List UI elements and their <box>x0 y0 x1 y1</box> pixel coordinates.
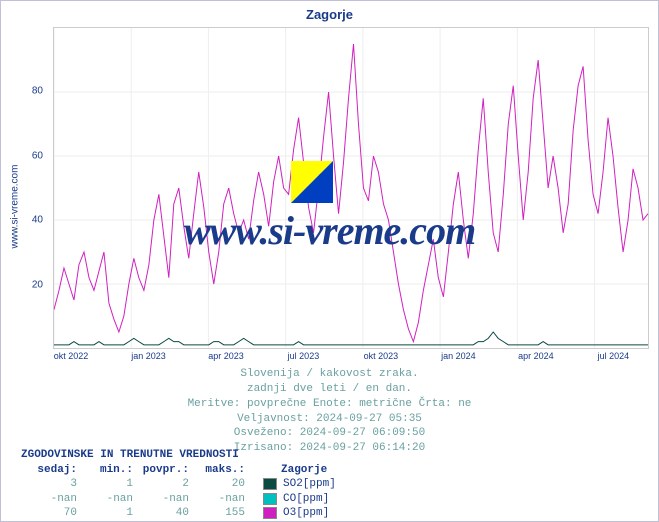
y-tick-label: 60 <box>32 150 43 161</box>
x-tick-label: jan 2023 <box>131 351 166 361</box>
x-axis-labels: okt 2022 jan 2023 apr 2023 jul 2023 okt 2023… <box>53 351 649 365</box>
table-cell: -nan <box>77 492 133 506</box>
chart-svg <box>54 28 648 348</box>
y-tick-label: 20 <box>32 279 43 290</box>
series-so2 <box>54 332 648 345</box>
stats-table: ZGODOVINSKE IN TRENUTNE VREDNOSTI sedaj:… <box>21 449 336 520</box>
stats-header-row: sedaj: min.: povpr.: maks.: Zagorje <box>21 463 336 477</box>
table-row: 70140155 O3[ppm] <box>21 506 336 520</box>
legend-label: SO2[ppm] <box>283 477 336 491</box>
table-cell: -nan <box>21 492 77 506</box>
x-tick-label: jul 2023 <box>288 351 320 361</box>
table-cell: 155 <box>189 506 245 520</box>
legend-label: CO[ppm] <box>283 492 329 506</box>
y-tick-label: 80 <box>32 86 43 97</box>
meta-line: Meritve: povprečne Enote: metrične Črta:… <box>1 397 658 412</box>
col-header: maks.: <box>189 463 245 477</box>
plot-area <box>53 27 649 349</box>
series-o3 <box>54 44 648 342</box>
table-row: 31220 SO2[ppm] <box>21 477 336 491</box>
table-cell: 2 <box>133 477 189 491</box>
col-header: sedaj: <box>21 463 77 477</box>
col-header: min.: <box>77 463 133 477</box>
table-cell: 70 <box>21 506 77 520</box>
col-header: povpr.: <box>133 463 189 477</box>
chart-frame: www.si-vreme.com Zagorje 20406080 okt 20… <box>0 0 659 522</box>
meta-line: zadnji dve leti / en dan. <box>1 382 658 397</box>
legend-swatch <box>263 507 277 519</box>
table-cell: -nan <box>133 492 189 506</box>
x-tick-label: okt 2023 <box>364 351 399 361</box>
table-row: -nan-nan-nan-nanCO[ppm] <box>21 492 336 506</box>
legend-swatch <box>263 478 277 490</box>
table-cell: 40 <box>133 506 189 520</box>
x-tick-label: apr 2023 <box>208 351 244 361</box>
table-cell: 1 <box>77 506 133 520</box>
watermark-icon <box>291 161 333 203</box>
table-cell: 3 <box>21 477 77 491</box>
legend-swatch-header <box>263 465 275 475</box>
chart-title: Zagorje <box>1 7 658 22</box>
y-tick-label: 40 <box>32 215 43 226</box>
meta-block: Slovenija / kakovost zraka. zadnji dve l… <box>1 367 658 456</box>
table-cell: 20 <box>189 477 245 491</box>
stats-rows: 31220SO2[ppm]-nan-nan-nan-nanCO[ppm]7014… <box>21 477 336 520</box>
x-tick-label: jan 2024 <box>441 351 476 361</box>
meta-line: Veljavnost: 2024-09-27 05:35 <box>1 412 658 427</box>
legend-header: Zagorje <box>281 463 327 477</box>
x-tick-label: apr 2024 <box>518 351 554 361</box>
table-cell: -nan <box>189 492 245 506</box>
y-axis-labels: 20 40 60 80 <box>1 27 49 349</box>
meta-line: Osveženo: 2024-09-27 06:09:50 <box>1 426 658 441</box>
stats-title: ZGODOVINSKE IN TRENUTNE VREDNOSTI <box>21 449 336 461</box>
legend-label: O3[ppm] <box>283 506 329 520</box>
x-tick-label: jul 2024 <box>598 351 630 361</box>
x-tick-label: okt 2022 <box>54 351 89 361</box>
table-cell: 1 <box>77 477 133 491</box>
legend-swatch <box>263 493 277 505</box>
meta-line: Slovenija / kakovost zraka. <box>1 367 658 382</box>
